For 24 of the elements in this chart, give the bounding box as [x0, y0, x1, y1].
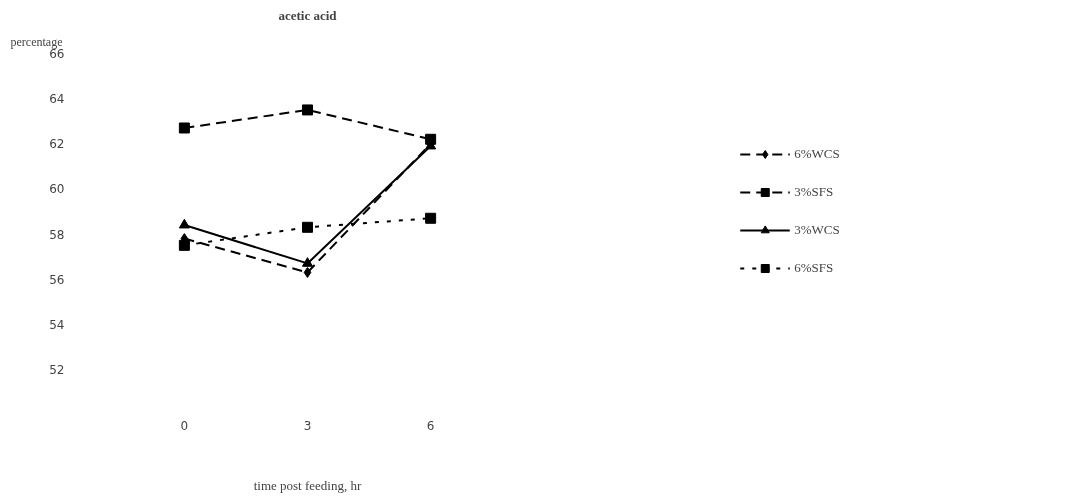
x-tick-label: 6	[426, 418, 435, 433]
y-tick-label: 64	[49, 92, 65, 107]
legend-label: 6%SFS	[794, 260, 834, 276]
y-axis-title: percentage	[10, 34, 63, 49]
x-tick-label: 0	[180, 418, 189, 433]
y-tick-label: 54	[49, 317, 65, 332]
legend-label: 6%WCS	[794, 146, 840, 162]
y-tick-label: 60	[49, 182, 65, 197]
y-tick-label: 62	[49, 137, 65, 152]
point	[302, 104, 313, 116]
x-axis-title: time post feeding, hr	[253, 477, 362, 493]
y-tick-label: 66	[49, 47, 65, 61]
legend-label: 3%WCS	[794, 222, 840, 238]
point	[303, 266, 312, 278]
y-tick-label: 52	[49, 363, 65, 377]
y-tick-label: 56	[49, 272, 65, 287]
y-tick-label: 58	[49, 227, 65, 242]
point	[302, 221, 313, 233]
point	[178, 239, 190, 251]
point	[425, 212, 437, 224]
chart-title: acetic acid	[278, 7, 338, 23]
legend-label: 3%SFS	[794, 184, 834, 200]
x-tick-label: 3	[303, 418, 312, 433]
point	[178, 122, 190, 134]
